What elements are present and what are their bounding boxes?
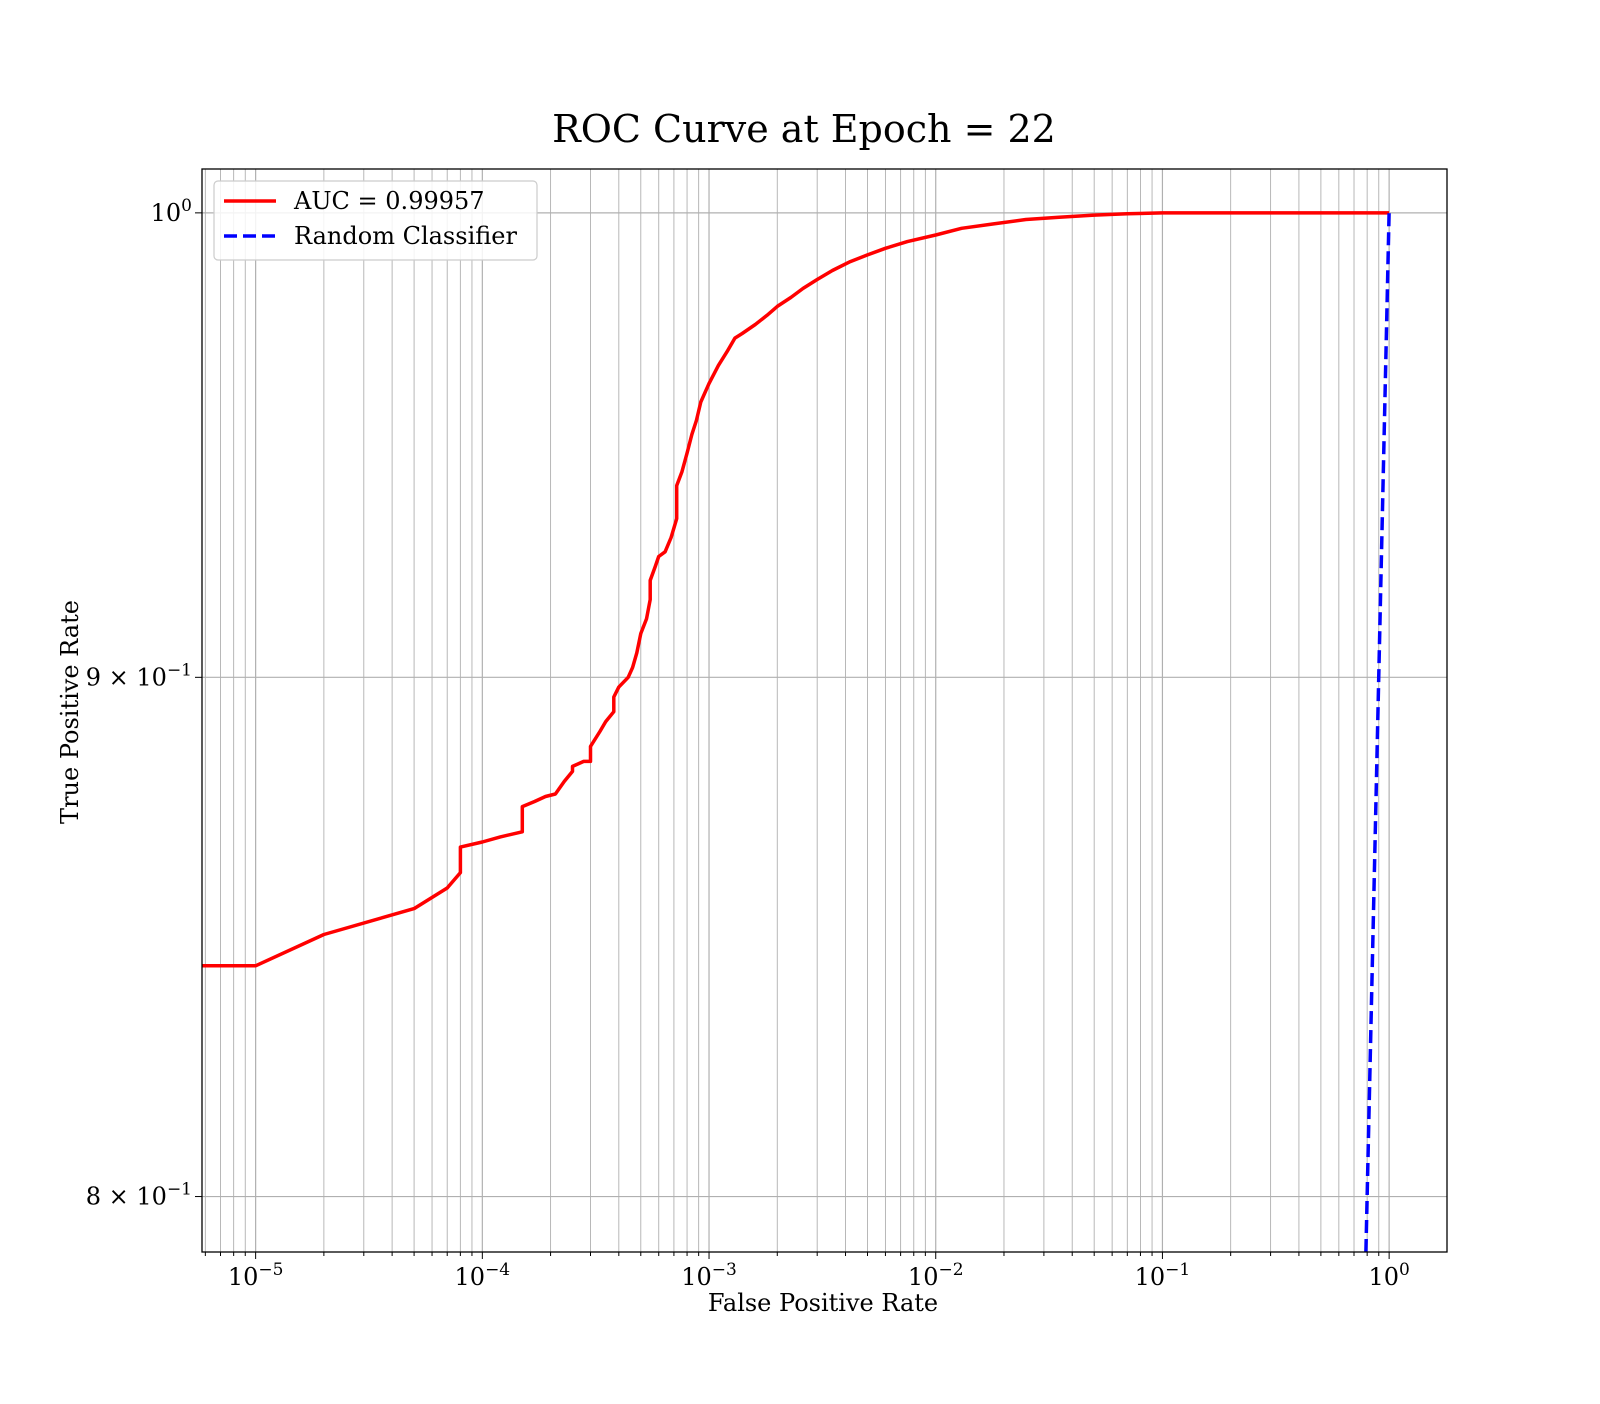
- x-tick-exponent: 0: [1399, 1260, 1410, 1280]
- x-tick-exponent: −3: [712, 1260, 737, 1280]
- x-tick-label: 10−3: [681, 1260, 737, 1291]
- x-tick-label: 10−1: [1135, 1260, 1191, 1291]
- y-tick-base: 10: [136, 663, 167, 691]
- y-tick-label: 9 × 10−1: [86, 660, 192, 691]
- tick-marks: [195, 212, 1390, 1259]
- x-tick-exponent: −5: [258, 1260, 283, 1280]
- y-tick-exponent: 0: [181, 196, 192, 216]
- series-lines: [202, 211, 1391, 1252]
- x-tick-label: 10−5: [228, 1260, 284, 1291]
- y-tick-label: 8 × 10−1: [86, 1180, 192, 1211]
- x-tick-exponent: −1: [1165, 1260, 1190, 1280]
- x-tick-label: 100: [1368, 1260, 1409, 1291]
- y-tick-label: 100: [151, 196, 192, 227]
- y-tick-exponent: −1: [167, 1180, 192, 1200]
- y-tick-prefix: 9 ×: [86, 663, 137, 691]
- grid: [202, 169, 1447, 1252]
- x-tick-base: 10: [1368, 1263, 1399, 1291]
- x-tick-exponent: −2: [938, 1260, 963, 1280]
- x-tick-base: 10: [681, 1263, 712, 1291]
- legend: AUC = 0.99957 Random Classifier: [213, 180, 538, 261]
- x-tick-exponent: −4: [485, 1260, 510, 1280]
- legend-box: [213, 180, 538, 261]
- x-tick-base: 10: [908, 1263, 939, 1291]
- x-tick-base: 10: [228, 1263, 259, 1291]
- chart-title: ROC Curve at Epoch = 22: [552, 107, 1056, 151]
- x-tick-label: 10−4: [455, 1260, 511, 1291]
- y-axis-label: True Positive Rate: [56, 600, 84, 824]
- legend-label-random: Random Classifier: [294, 222, 517, 250]
- y-tick-prefix: 8 ×: [86, 1183, 137, 1211]
- roc-curve-line: [202, 211, 1390, 968]
- x-tick-base: 10: [1135, 1263, 1166, 1291]
- random-classifier-line: [1364, 212, 1391, 1252]
- y-tick-base: 10: [151, 199, 182, 227]
- x-tick-base: 10: [455, 1263, 486, 1291]
- plot-frame: [201, 168, 1448, 1253]
- y-tick-exponent: −1: [167, 660, 192, 680]
- x-tick-label: 10−2: [908, 1260, 964, 1291]
- x-axis-label: False Positive Rate: [708, 1289, 938, 1317]
- y-tick-base: 10: [136, 1183, 167, 1211]
- legend-label-auc: AUC = 0.99957: [293, 187, 485, 215]
